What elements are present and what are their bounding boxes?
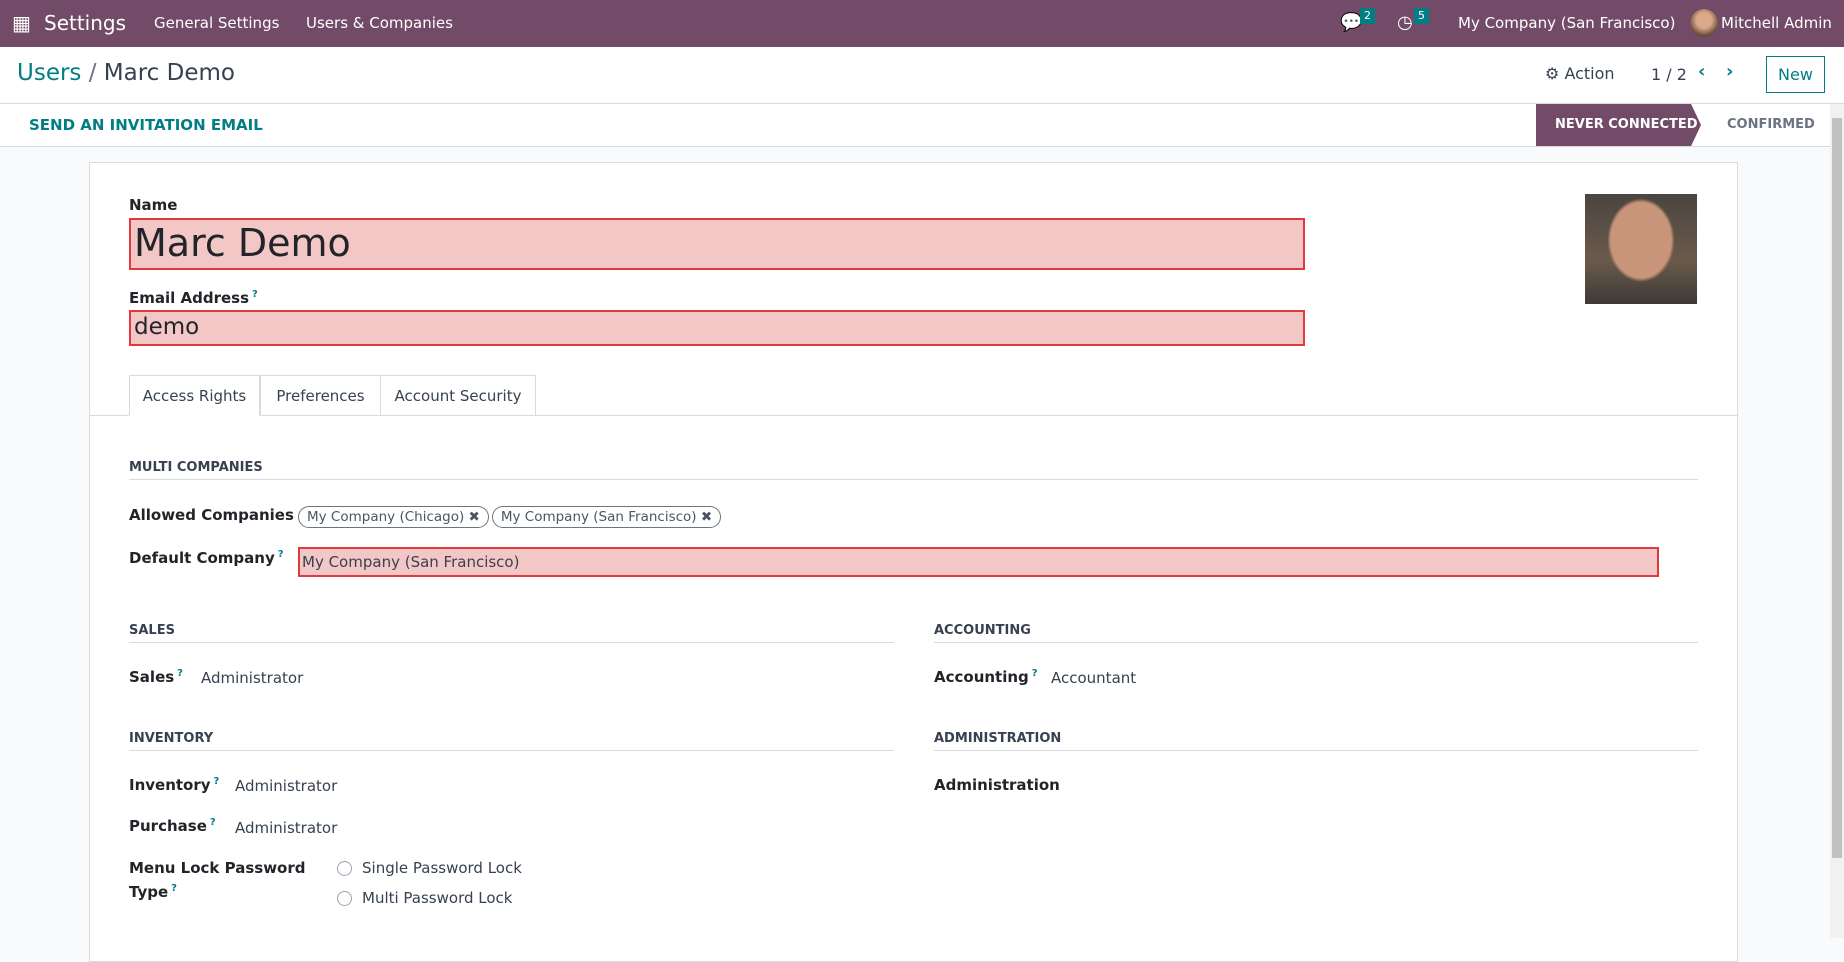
purchase-label-text: Purchase [129, 817, 207, 835]
radio-label: Single Password Lock [362, 859, 522, 877]
help-icon[interactable]: ? [171, 883, 177, 894]
radio-multi-password-lock[interactable]: Multi Password Lock [337, 889, 512, 907]
default-company-label-text: Default Company [129, 549, 275, 567]
sales-label: Sales? [129, 668, 183, 686]
company-tag: My Company (San Francisco) ✖ [491, 506, 722, 528]
user-avatar[interactable] [1690, 9, 1718, 37]
sales-label-text: Sales [129, 668, 175, 686]
app-title[interactable]: Settings [44, 11, 127, 35]
email-label-text: Email Address [129, 289, 250, 307]
name-label: Name [129, 196, 178, 214]
activities-badge: 5 [1414, 8, 1429, 24]
action-label: Action [1564, 64, 1615, 83]
stage-never-connected[interactable]: NEVER CONNECTED [1536, 104, 1701, 146]
help-icon[interactable]: ? [252, 289, 258, 300]
menu-users-companies[interactable]: Users & Companies [306, 14, 453, 32]
tab-access-rights[interactable]: Access Rights [129, 375, 260, 416]
menu-lock-type-text: Type [129, 883, 169, 901]
allowed-companies-label: Allowed Companies [129, 506, 294, 524]
help-icon[interactable]: ? [277, 549, 284, 560]
accounting-label-text: Accounting [934, 668, 1029, 686]
pager-value[interactable]: 1 / 2 [1651, 65, 1687, 84]
radio-circle[interactable] [337, 891, 352, 906]
gear-icon: ⚙ [1545, 64, 1560, 83]
purchase-label: Purchase? [129, 817, 216, 835]
section-administration: ADMINISTRATION [934, 731, 1698, 751]
section-inventory: INVENTORY [129, 731, 894, 751]
tag-label: My Company (San Francisco) [500, 509, 697, 525]
allowed-companies-tags[interactable]: My Company (Chicago) ✖ My Company (San Fr… [298, 506, 724, 528]
name-input[interactable]: Marc Demo [129, 218, 1305, 270]
breadcrumb-current: Marc Demo [103, 60, 235, 86]
inventory-label: Inventory? [129, 776, 219, 794]
tabs-divider [89, 415, 1738, 416]
stage-confirmed[interactable]: CONFIRMED [1727, 117, 1815, 132]
breadcrumb-separator: / [88, 60, 97, 86]
tag-label: My Company (Chicago) [307, 509, 465, 525]
inventory-value[interactable]: Administrator [235, 777, 338, 795]
help-icon[interactable]: ? [1031, 668, 1038, 679]
company-switcher[interactable]: My Company (San Francisco) [1458, 14, 1676, 32]
inventory-label-text: Inventory [129, 776, 211, 794]
accounting-value[interactable]: Accountant [1051, 669, 1137, 687]
top-navbar: ▦ Settings General Settings Users & Comp… [0, 0, 1844, 47]
new-button[interactable]: New [1766, 56, 1825, 93]
remove-tag-icon[interactable]: ✖ [468, 509, 480, 525]
tab-preferences[interactable]: Preferences [260, 375, 381, 416]
tab-account-security[interactable]: Account Security [380, 375, 536, 416]
section-sales: SALES [129, 623, 894, 643]
email-input[interactable]: demo [129, 310, 1305, 346]
user-photo[interactable] [1585, 194, 1697, 304]
radio-single-password-lock[interactable]: Single Password Lock [337, 859, 522, 877]
pager-previous-icon[interactable]: ‹ [1698, 61, 1706, 82]
section-multi-companies: MULTI COMPANIES [129, 460, 1698, 480]
breadcrumb-users[interactable]: Users [17, 60, 82, 86]
activity-clock-icon[interactable]: ◷ [1397, 12, 1413, 33]
sales-value[interactable]: Administrator [201, 669, 304, 687]
email-label: Email Address? [129, 289, 258, 307]
scrollbar[interactable] [1830, 104, 1844, 938]
menu-lock-label: Menu Lock Password [129, 859, 306, 877]
section-accounting: ACCOUNTING [934, 623, 1698, 643]
messages-badge: 2 [1360, 8, 1375, 24]
apps-menu-icon[interactable]: ▦ [12, 11, 31, 35]
messages-icon[interactable]: 💬 [1340, 12, 1363, 33]
help-icon[interactable]: ? [209, 817, 216, 828]
purchase-value[interactable]: Administrator [235, 819, 338, 837]
control-panel: Users / Marc Demo ⚙ Action 1 / 2 ‹ › New [0, 47, 1844, 104]
accounting-label: Accounting? [934, 668, 1038, 686]
remove-tag-icon[interactable]: ✖ [700, 509, 713, 525]
menu-lock-label-type: Type? [129, 883, 177, 901]
default-company-label: Default Company? [129, 549, 284, 567]
administration-label: Administration [934, 776, 1060, 794]
menu-general-settings[interactable]: General Settings [154, 14, 280, 32]
radio-circle[interactable] [337, 861, 352, 876]
radio-label: Multi Password Lock [362, 889, 513, 907]
user-menu[interactable]: Mitchell Admin [1721, 14, 1832, 32]
scrollbar-thumb[interactable] [1832, 118, 1842, 858]
action-button[interactable]: ⚙ Action [1545, 64, 1615, 83]
help-icon[interactable]: ? [177, 668, 183, 679]
send-invitation-button[interactable]: SEND AN INVITATION EMAIL [29, 116, 263, 134]
help-icon[interactable]: ? [213, 776, 220, 787]
pager-next-icon[interactable]: › [1726, 61, 1734, 82]
status-bar: SEND AN INVITATION EMAIL NEVER CONNECTED… [0, 104, 1830, 147]
default-company-input[interactable]: My Company (San Francisco) [298, 547, 1659, 577]
company-tag: My Company (Chicago) ✖ [298, 506, 489, 528]
